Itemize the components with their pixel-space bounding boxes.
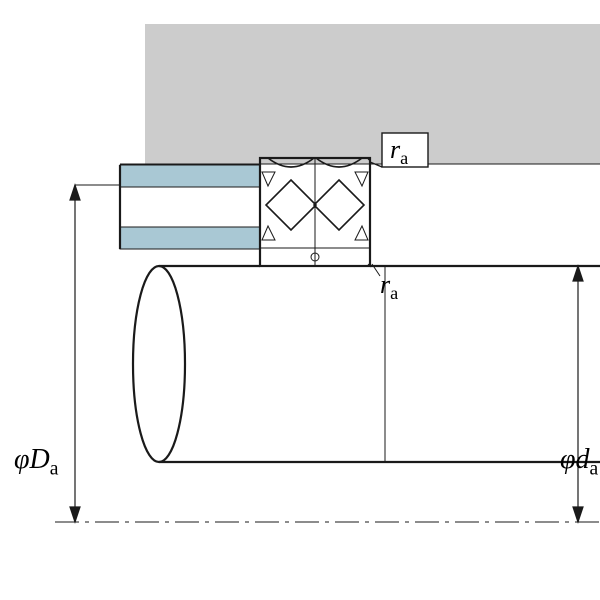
spacer-lower [120, 227, 260, 249]
label-ra-upper: ra [390, 135, 408, 169]
spacer-upper [120, 165, 260, 187]
dimension-phi-da [573, 266, 583, 522]
bearing-diagram: ra ra φDa φda [0, 0, 600, 600]
label-phi-da: φda [560, 444, 598, 481]
diagram-svg [0, 0, 600, 600]
housing-block [145, 24, 600, 164]
label-ra-lower: ra [380, 270, 398, 304]
label-phi-Da: φDa [14, 444, 58, 481]
dimension-phi-Da [70, 185, 120, 522]
bearing-assembly [260, 158, 370, 266]
